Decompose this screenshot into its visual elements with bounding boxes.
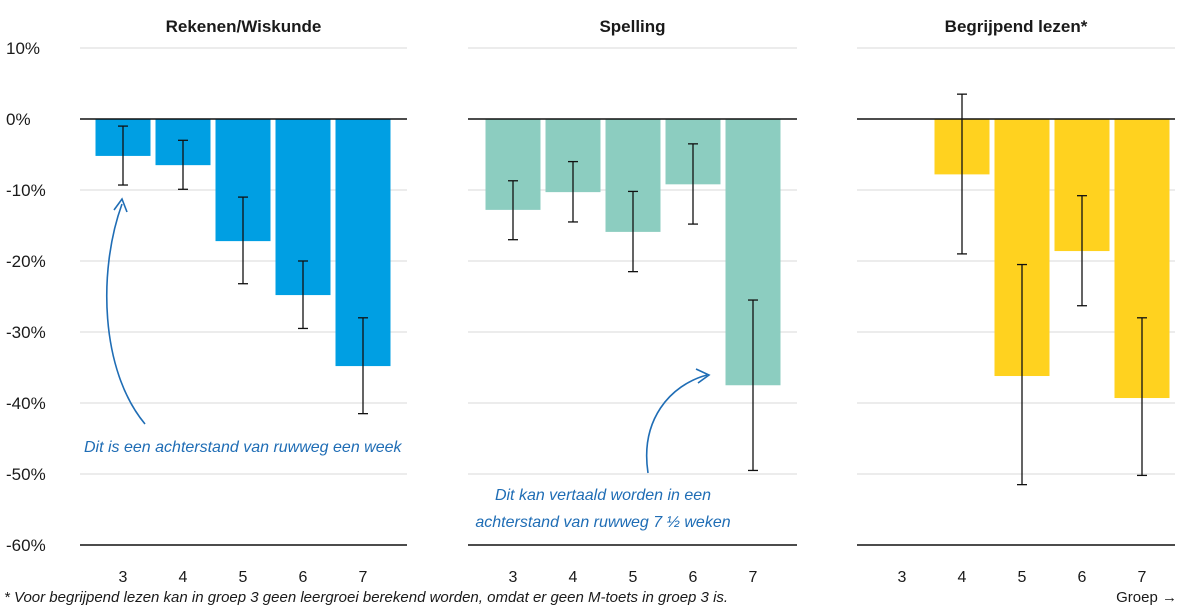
x-tick-label: 5 [629, 569, 638, 586]
x-tick-label: 7 [359, 569, 368, 586]
x-tick-label: 4 [179, 569, 188, 586]
annotation-arrow [106, 203, 146, 425]
x-tick-label: 3 [119, 569, 128, 586]
x-tick-label: 7 [749, 569, 758, 586]
y-tick-label: -20% [6, 252, 46, 271]
panel-title: Begrijpend lezen* [945, 17, 1088, 36]
arrow-head [113, 197, 128, 213]
annotation-text: Dit is een achterstand van ruwweg een we… [84, 439, 403, 456]
x-tick-label: 3 [509, 569, 518, 586]
x-tick-label: 7 [1138, 569, 1147, 586]
y-tick-label: -40% [6, 394, 46, 413]
annotation-text: achterstand van ruwweg 7 ½ weken [475, 514, 730, 531]
x-tick-label: 5 [1018, 569, 1027, 586]
annotation-arrow [645, 374, 708, 474]
arrow-head [695, 368, 711, 384]
panel-title: Rekenen/Wiskunde [166, 17, 322, 36]
annotation-text: Dit kan vertaald worden in een [495, 487, 711, 504]
y-tick-label: 10% [6, 39, 40, 58]
y-tick-label: -10% [6, 181, 46, 200]
x-tick-label: 3 [898, 569, 907, 586]
panel-title: Spelling [599, 17, 665, 36]
x-tick-label: 4 [958, 569, 967, 586]
x-tick-label: 5 [239, 569, 248, 586]
x-tick-label: 4 [569, 569, 578, 586]
y-tick-label: 0% [6, 110, 31, 129]
footnote: * Voor begrijpend lezen kan in groep 3 g… [4, 589, 729, 606]
x-tick-label: 6 [689, 569, 698, 586]
x-tick-label: 6 [299, 569, 308, 586]
x-tick-label: 6 [1078, 569, 1087, 586]
x-axis-label: Groep → [1116, 589, 1177, 606]
y-tick-label: -50% [6, 465, 46, 484]
y-tick-label: -30% [6, 323, 46, 342]
y-tick-label: -60% [6, 536, 46, 555]
